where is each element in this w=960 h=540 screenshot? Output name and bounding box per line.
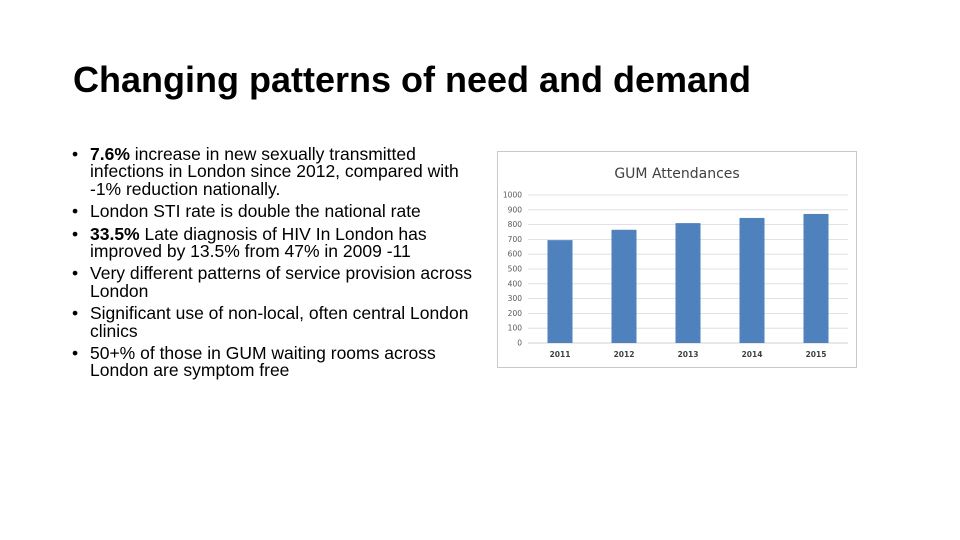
bullet-item: • 33.5% Late diagnosis of HIV In London … <box>72 223 482 262</box>
bullet-marker: • <box>72 343 79 364</box>
x-category-label: 2013 <box>678 350 699 359</box>
bullet-item: • Very different patterns of service pro… <box>72 263 482 301</box>
x-category-label: 2014 <box>742 350 763 359</box>
bullet-item: • London STI rate is double the national… <box>72 201 482 222</box>
y-tick-label: 1000 <box>503 191 522 200</box>
y-tick-label: 700 <box>508 235 523 244</box>
bar-2011 <box>547 240 573 343</box>
slide-title: Changing patterns of need and demand <box>73 59 752 100</box>
chart-svg: GUM Attendances 0 100 200 300 400 500 600 700 80… <box>503 166 848 359</box>
bullet-text: Very different patterns of service provi… <box>90 263 472 301</box>
y-tick-label: 300 <box>508 294 523 303</box>
bars <box>547 213 829 343</box>
bullet-marker: • <box>72 303 79 324</box>
y-tick-label: 200 <box>508 309 523 318</box>
bullet-text: increase in new sexually transmitted inf… <box>90 144 459 199</box>
bullet-highlight: 7.6% <box>90 144 130 164</box>
y-tick-label: 500 <box>508 265 523 274</box>
x-category-label: 2012 <box>614 350 635 359</box>
y-tick-label: 800 <box>508 220 523 229</box>
bullet-marker: • <box>72 144 79 164</box>
bullet-text: 50+% of those in GUM waiting rooms acros… <box>90 343 436 381</box>
y-tick-label: 900 <box>508 205 523 214</box>
y-axis-ticks: 0 100 200 300 400 500 600 700 800 900 1000 <box>503 191 522 348</box>
bullet-item: • Significant use of non-local, often ce… <box>72 303 482 341</box>
bullet-item: • 50+% of those in GUM waiting rooms acr… <box>72 343 482 381</box>
bullet-marker: • <box>72 201 79 222</box>
bullet-text: Late diagnosis of HIV In London has impr… <box>90 223 427 262</box>
y-tick-label: 0 <box>517 339 522 348</box>
bar-2013 <box>675 223 701 343</box>
bar-2014 <box>739 217 765 343</box>
x-axis-categories: 2011 2012 2013 2014 2015 <box>550 350 827 359</box>
chart-title: GUM Attendances <box>614 166 739 182</box>
bullet-highlight: 33.5% <box>90 223 140 244</box>
bullet-list: • 7.6% increase in new sexually transmit… <box>72 144 482 385</box>
y-tick-label: 400 <box>508 279 523 288</box>
x-category-label: 2011 <box>550 350 571 359</box>
bar-2012 <box>611 229 637 343</box>
y-tick-label: 600 <box>508 250 523 259</box>
gum-attendances-chart: GUM Attendances 0 100 200 300 400 500 600 700 80… <box>497 151 857 368</box>
bullet-marker: • <box>72 263 79 284</box>
bullet-marker: • <box>72 223 79 244</box>
bar-2015 <box>803 213 829 343</box>
bullet-item: • 7.6% increase in new sexually transmit… <box>72 144 482 199</box>
bullet-text: Significant use of non-local, often cent… <box>90 303 469 341</box>
x-category-label: 2015 <box>806 350 827 359</box>
y-tick-label: 100 <box>508 324 523 333</box>
bullet-text: London STI rate is double the national r… <box>90 201 421 222</box>
